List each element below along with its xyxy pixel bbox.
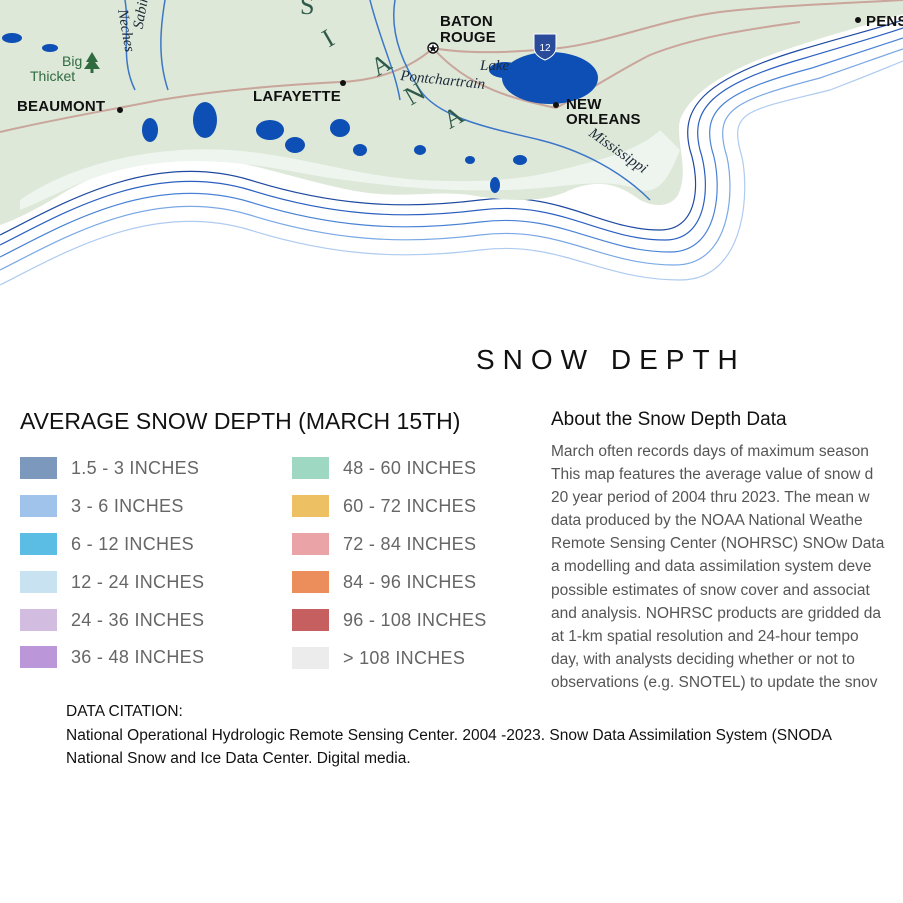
citation-label: DATA CITATION: — [66, 703, 183, 720]
citation-line: National Snow and Ice Data Center. Digit… — [66, 750, 411, 767]
legend-item: 12 - 24 INCHES — [20, 568, 204, 596]
legend-swatch — [20, 457, 57, 479]
legend-label: 72 - 84 INCHES — [343, 533, 477, 554]
about-text: March often records days of maximum seas… — [551, 440, 903, 694]
legend-item: 72 - 84 INCHES — [292, 530, 476, 558]
coastal-depth-lines — [0, 19, 903, 286]
legend-item: 6 - 12 INCHES — [20, 530, 194, 558]
state-letter: S — [300, 0, 316, 20]
about-line: March often records days of maximum seas… — [551, 443, 869, 460]
legend-swatch — [292, 647, 329, 669]
tree-icon — [84, 52, 100, 73]
city-markers — [117, 17, 861, 113]
about-line: observations (e.g. SNOTEL) to update the… — [551, 673, 878, 691]
data-citation: DATA CITATION: National Operational Hydr… — [66, 700, 903, 771]
legend-label: 36 - 48 INCHES — [71, 646, 205, 667]
legend-swatch — [20, 533, 57, 555]
about-line: data produced by the NOAA National Weath… — [551, 512, 863, 530]
legend-label: 1.5 - 3 INCHES — [71, 457, 200, 478]
about-line: at 1-km spatial resolution and 24-hour t… — [551, 627, 859, 645]
legend-swatch — [292, 571, 329, 593]
legend-swatch — [20, 609, 57, 631]
legend-swatch — [292, 495, 329, 517]
water-label-lake: Lake — [479, 58, 510, 74]
legend-item: 24 - 36 INCHES — [20, 606, 204, 634]
city-label-pens: PENS — [866, 13, 903, 30]
legend-swatch — [292, 457, 329, 479]
city-label-rouge: ROUGE — [440, 29, 496, 46]
about-line: a modelling and data assimilation system… — [551, 558, 872, 576]
citation-line: National Operational Hydrologic Remote S… — [66, 726, 832, 744]
legend-label: 6 - 12 INCHES — [71, 533, 194, 554]
page-title: SNOW DEPTH — [476, 344, 746, 375]
city-label-beaumont: BEAUMONT — [17, 98, 105, 115]
legend-item: 36 - 48 INCHES — [20, 643, 204, 671]
city-label-new: NEW — [566, 96, 602, 113]
about-line: This map features the average value of s… — [551, 466, 874, 484]
legend-label: 48 - 60 INCHES — [343, 457, 477, 478]
water-bodies — [2, 33, 598, 193]
park-label-big: Big — [62, 53, 82, 69]
city-label-orleans: ORLEANS — [566, 111, 641, 128]
legend-label: > 108 INCHES — [343, 647, 466, 668]
about-heading: About the Snow Depth Data — [551, 409, 787, 430]
map: 12 BATON ROUGE PENS BEAUMONT LAFAYETTE N… — [0, 0, 903, 286]
legend-title: AVERAGE SNOW DEPTH (MARCH 15TH) — [20, 408, 461, 434]
park-label-thicket: Thicket — [30, 68, 75, 84]
city-label-lafayette: LAFAYETTE — [253, 88, 341, 105]
legend-swatch — [20, 571, 57, 593]
legend-item: 3 - 6 INCHES — [20, 492, 184, 520]
legend-swatch — [292, 533, 329, 555]
legend-label: 96 - 108 INCHES — [343, 609, 487, 630]
about-line: possible estimates of snow cover and ass… — [551, 581, 870, 599]
legend-label: 12 - 24 INCHES — [71, 571, 205, 592]
legend-item: 96 - 108 INCHES — [292, 606, 487, 634]
highway-shield: 12 — [533, 33, 557, 61]
legend-item: 84 - 96 INCHES — [292, 568, 476, 596]
legend-item: 1.5 - 3 INCHES — [20, 454, 199, 482]
city-label-baton: BATON — [440, 13, 493, 30]
rivers — [124, 0, 651, 201]
legend-label: 84 - 96 INCHES — [343, 571, 477, 592]
about-line: and analysis. NOHRSC products are gridde… — [551, 604, 881, 622]
legend-item: 48 - 60 INCHES — [292, 454, 476, 482]
legend-label: 24 - 36 INCHES — [71, 609, 205, 630]
about-line: 20 year period of 2004 thru 2023. The me… — [551, 489, 870, 507]
legend-swatch — [292, 609, 329, 631]
legend-label: 3 - 6 INCHES — [71, 495, 184, 516]
land-area — [0, 0, 903, 225]
coastal-marsh — [20, 130, 680, 210]
river-label-neches: Neches — [114, 7, 137, 54]
legend-label: 60 - 72 INCHES — [343, 495, 477, 516]
legend-item: 60 - 72 INCHES — [292, 492, 476, 520]
about-line: Remote Sensing Center (NOHRSC) SNOw Data — [551, 535, 885, 553]
lake-pontchartrain — [502, 52, 598, 104]
legend-swatch — [20, 495, 57, 517]
about-line: day, with analysts deciding whether or n… — [551, 650, 855, 668]
legend-swatch — [20, 646, 57, 668]
legend-item: > 108 INCHES — [292, 644, 465, 672]
svg-text:12: 12 — [539, 43, 551, 54]
